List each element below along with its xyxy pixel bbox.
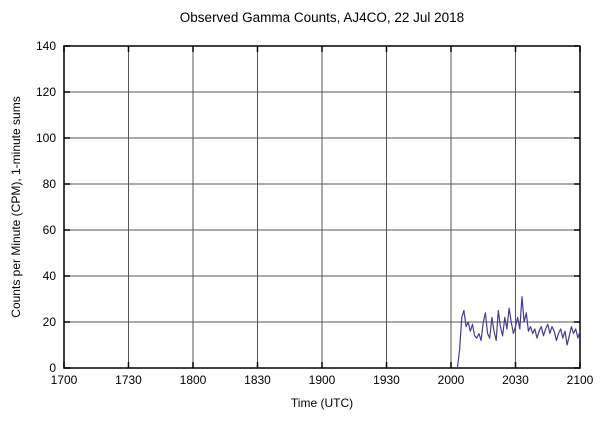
y-axis-label: Counts per Minute (CPM), 1-minute sums	[9, 96, 23, 318]
x-tick-label: 1930	[373, 373, 400, 387]
x-tick-label: 1700	[51, 373, 78, 387]
y-tick-label: 140	[36, 39, 56, 53]
y-tick-label: 60	[43, 223, 57, 237]
x-tick-label: 1800	[180, 373, 207, 387]
x-tick-label: 1830	[244, 373, 271, 387]
x-tick-label: 1730	[115, 373, 142, 387]
y-tick-label: 0	[49, 361, 56, 375]
x-tick-label: 2030	[502, 373, 529, 387]
data-series-line	[456, 296, 581, 369]
x-tick-label: 2000	[438, 373, 465, 387]
x-tick-label: 1900	[309, 373, 336, 387]
x-tick-label: 2100	[567, 373, 594, 387]
y-tick-label: 120	[36, 85, 56, 99]
y-tick-label: 40	[43, 269, 57, 283]
y-tick-label: 100	[36, 131, 56, 145]
chart-title: Observed Gamma Counts, AJ4CO, 22 Jul 201…	[179, 10, 465, 25]
y-tick-label: 20	[43, 315, 57, 329]
x-axis-label: Time (UTC)	[290, 396, 354, 410]
y-tick-label: 80	[43, 177, 57, 191]
